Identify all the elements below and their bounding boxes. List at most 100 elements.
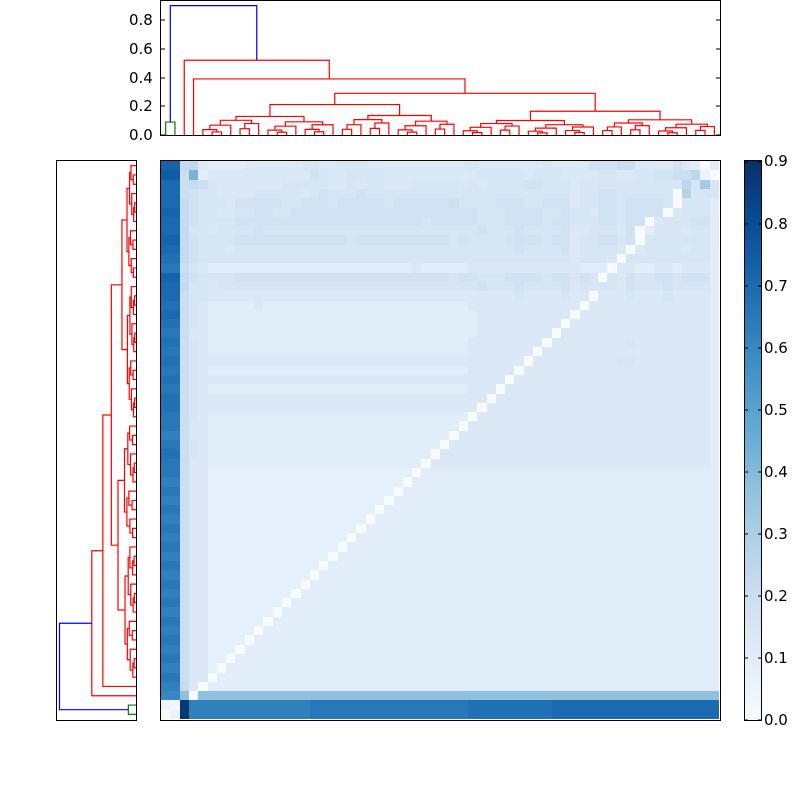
heatmap-cell: [588, 709, 599, 719]
heatmap-cell: [272, 440, 282, 450]
heatmap-cell: [328, 663, 338, 673]
heatmap-cell: [430, 254, 440, 264]
heatmap-cell: [467, 616, 478, 626]
heatmap-cell: [347, 337, 357, 347]
heatmap-cell: [514, 421, 524, 431]
heatmap-cell: [458, 374, 468, 385]
heatmap-cell: [449, 449, 459, 459]
heatmap-cell: [644, 356, 654, 366]
heatmap-cell: [533, 458, 543, 468]
heatmap-cell: [523, 700, 533, 710]
heatmap-cell: [281, 607, 292, 617]
heatmap-cell: [458, 663, 468, 673]
heatmap-cell: [421, 374, 431, 385]
heatmap-cell: [691, 598, 701, 608]
heatmap-cell: [579, 691, 589, 701]
heatmap-cell: [244, 458, 254, 468]
heatmap-cell: [430, 523, 440, 533]
heatmap-cell: [653, 663, 664, 673]
heatmap-cell: [551, 486, 561, 496]
heatmap-cell: [263, 430, 273, 440]
heatmap-cell: [356, 523, 366, 533]
heatmap-cell: [412, 626, 422, 636]
heatmap-cell: [551, 644, 561, 654]
heatmap-cell: [551, 635, 561, 645]
heatmap-cell: [161, 533, 171, 543]
heatmap-cell: [570, 523, 580, 533]
heatmap-cell: [486, 440, 496, 450]
heatmap-cell: [170, 588, 180, 599]
heatmap-cell: [226, 244, 236, 254]
heatmap-cell: [263, 598, 273, 608]
heatmap-cell: [626, 216, 636, 227]
heatmap-cell: [505, 244, 515, 254]
heatmap-cell: [607, 653, 617, 664]
heatmap-cell: [263, 188, 273, 199]
heatmap-cell: [598, 653, 608, 664]
heatmap-cell: [495, 626, 506, 636]
heatmap-cell: [291, 551, 301, 561]
heatmap-cell: [681, 281, 692, 292]
heatmap-cell: [607, 393, 617, 403]
heatmap-cell: [170, 551, 180, 561]
heatmap-cell: [598, 486, 608, 496]
heatmap-cell: [263, 226, 273, 236]
heatmap-cell: [188, 170, 199, 180]
heatmap-cell: [579, 709, 589, 719]
heatmap-cell: [616, 486, 626, 496]
heatmap-cell: [588, 430, 599, 440]
heatmap-cell: [653, 179, 664, 189]
heatmap-cell: [374, 505, 385, 515]
heatmap-cell: [365, 337, 375, 347]
heatmap-cell: [663, 272, 673, 282]
heatmap-cell: [477, 579, 487, 589]
heatmap-cell: [244, 374, 254, 385]
heatmap-cell: [421, 560, 431, 571]
heatmap-cell: [281, 672, 292, 682]
heatmap-cell: [700, 449, 710, 459]
heatmap-cell: [458, 188, 468, 199]
heatmap-cell: [551, 365, 561, 375]
heatmap-cell: [281, 598, 292, 608]
heatmap-cell: [616, 449, 626, 459]
heatmap-cell: [635, 560, 645, 571]
heatmap-cell: [542, 235, 552, 245]
heatmap-cell: [663, 309, 673, 320]
heatmap-cell: [467, 170, 478, 180]
heatmap-cell: [365, 393, 375, 403]
heatmap-cell: [254, 681, 264, 692]
heatmap-cell: [449, 412, 459, 422]
heatmap-cell: [523, 514, 533, 524]
heatmap-cell: [291, 337, 301, 347]
heatmap-cell: [449, 700, 459, 710]
heatmap-cell: [365, 560, 375, 571]
heatmap-cell: [607, 412, 617, 422]
heatmap-cell: [179, 523, 189, 533]
heatmap-cell: [440, 412, 450, 422]
heatmap-cell: [328, 207, 338, 217]
heatmap-cell: [551, 356, 561, 366]
heatmap-cell: [272, 588, 282, 599]
heatmap-cell: [709, 337, 719, 347]
heatmap-cell: [216, 542, 227, 552]
heatmap-cell: [254, 514, 264, 524]
heatmap-cell: [319, 691, 329, 701]
heatmap-cell: [281, 235, 292, 245]
heatmap-cell: [179, 198, 189, 208]
heatmap-cell: [393, 235, 403, 245]
heatmap-cell: [347, 579, 357, 589]
heatmap-cell: [672, 300, 682, 310]
heatmap-cell: [291, 412, 301, 422]
heatmap-cell: [691, 514, 701, 524]
heatmap-cell: [356, 542, 366, 552]
heatmap-cell: [198, 198, 208, 208]
heatmap-cell: [309, 449, 320, 459]
heatmap-cell: [467, 188, 478, 199]
heatmap-cell: [542, 542, 552, 552]
heatmap-cell: [579, 486, 589, 496]
heatmap-cell: [198, 458, 208, 468]
heatmap-cell: [672, 254, 682, 264]
heatmap-cell: [458, 523, 468, 533]
heatmap-cell: [226, 588, 236, 599]
heatmap-cell: [570, 486, 580, 496]
